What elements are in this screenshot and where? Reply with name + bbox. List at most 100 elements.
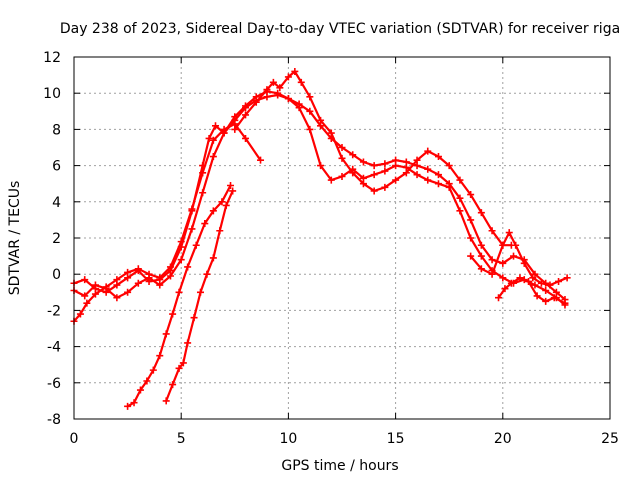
data-point [499,274,507,282]
data-point [456,194,464,202]
data-point [91,281,99,289]
data-point [516,274,524,282]
data-point [512,241,520,249]
data-point [477,252,485,260]
data-point [370,187,378,195]
data-point [284,73,292,81]
data-point [563,274,571,282]
data-point [327,176,335,184]
x-tick-label: 10 [279,431,297,447]
data-point [392,176,400,184]
data-point [381,160,389,168]
series-3 [70,120,265,325]
data-point [242,102,250,110]
data-point [317,116,325,124]
data-point [229,187,237,195]
data-point [76,310,84,318]
data-point [205,134,213,142]
data-point [242,111,250,119]
x-tick-label: 20 [494,431,512,447]
data-point [456,207,464,215]
data-point [370,162,378,170]
data-point [477,209,485,217]
data-point [499,259,507,267]
data-point [370,171,378,179]
data-point [434,180,442,188]
data-point [203,270,211,278]
data-point [218,198,226,206]
data-point [533,292,541,300]
data-point [113,294,121,302]
data-point [531,281,539,289]
data-point [252,98,260,106]
y-tick-label: 4 [52,195,61,211]
x-tick-label: 25 [601,431,619,447]
data-point [291,67,299,75]
data-point [166,272,174,280]
data-point [156,274,164,282]
data-point [284,95,292,103]
y-tick-label: -2 [47,303,61,319]
data-point [445,183,453,191]
data-point [227,182,235,190]
data-point [184,263,192,271]
data-point [91,290,99,298]
data-point [501,285,509,293]
data-point [124,288,132,296]
y-tick-label: 10 [43,86,61,102]
data-point [201,220,209,228]
data-point [102,283,110,291]
data-point [199,189,207,197]
data-point [338,172,346,180]
data-point [381,167,389,175]
data-point [381,183,389,191]
data-point [488,256,496,264]
data-point [338,144,346,151]
data-point [149,366,157,374]
y-tick-label: 2 [52,231,61,247]
data-point [177,238,185,246]
data-point [434,171,442,179]
data-point [424,176,432,184]
data-point [467,216,475,224]
data-point [175,364,183,372]
data-point [169,310,177,318]
chart-title: Day 238 of 2023, Sidereal Day-to-day VTE… [60,21,620,37]
y-tick-label: -8 [47,412,61,428]
data-point [199,169,207,177]
data-point [392,162,400,170]
data-point [413,156,421,164]
data-point [209,136,217,144]
data-point [327,129,335,137]
x-tick-label: 15 [387,431,405,447]
x-tick-labels: 0 5 10 15 20 25 [70,431,619,447]
data-point [542,286,550,294]
data-point [162,330,170,338]
data-point [222,201,230,209]
data-point [424,165,432,173]
data-point [209,254,217,262]
data-point [424,147,432,155]
data-point [188,205,196,213]
data-point [525,277,533,285]
data-point [130,399,138,407]
data-point [510,252,518,260]
data-point [83,299,91,307]
series-4 [124,182,235,410]
series-8 [495,274,569,307]
data-point [359,180,367,188]
data-point [467,234,475,242]
data-point [306,107,314,115]
data-point [242,134,250,142]
axis-ticks [73,56,611,420]
data-point [177,256,185,264]
data-point [231,125,239,133]
data-point [220,125,228,133]
data-point [467,252,475,260]
data-point [306,125,314,133]
series-7 [467,229,571,289]
data-point [499,241,507,249]
y-tick-label: 12 [43,50,61,66]
data-point [143,377,151,385]
data-point [349,151,357,159]
